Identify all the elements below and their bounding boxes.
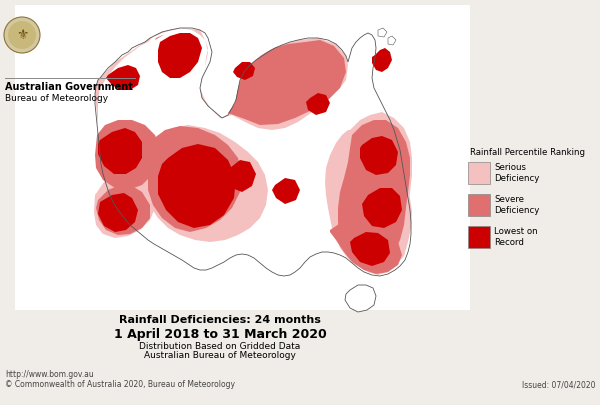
Polygon shape bbox=[362, 188, 402, 228]
Text: Australian Government: Australian Government bbox=[5, 82, 133, 92]
FancyBboxPatch shape bbox=[468, 162, 490, 184]
Polygon shape bbox=[226, 160, 256, 192]
Text: Rainfall Deficiencies: 24 months: Rainfall Deficiencies: 24 months bbox=[119, 315, 321, 325]
Text: Bureau of Meteorology: Bureau of Meteorology bbox=[5, 94, 108, 103]
Text: http://www.bom.gov.au: http://www.bom.gov.au bbox=[5, 370, 94, 379]
Polygon shape bbox=[378, 28, 387, 37]
Text: Issued: 07/04/2020: Issued: 07/04/2020 bbox=[521, 380, 595, 389]
Polygon shape bbox=[95, 120, 160, 190]
Polygon shape bbox=[158, 144, 236, 228]
Polygon shape bbox=[106, 65, 140, 90]
Text: © Commonwealth of Australia 2020, Bureau of Meteorology: © Commonwealth of Australia 2020, Bureau… bbox=[5, 380, 235, 389]
Polygon shape bbox=[345, 285, 376, 312]
Polygon shape bbox=[272, 178, 300, 204]
Polygon shape bbox=[338, 120, 410, 268]
Text: ⚜: ⚜ bbox=[16, 28, 28, 42]
Polygon shape bbox=[94, 172, 155, 238]
Polygon shape bbox=[148, 126, 242, 232]
Polygon shape bbox=[354, 185, 412, 275]
Text: Distribution Based on Gridded Data: Distribution Based on Gridded Data bbox=[139, 342, 301, 351]
Polygon shape bbox=[158, 33, 202, 78]
Text: Australian Bureau of Meteorology: Australian Bureau of Meteorology bbox=[144, 351, 296, 360]
Polygon shape bbox=[98, 128, 142, 174]
Polygon shape bbox=[155, 30, 346, 125]
Text: Serious
Deficiency: Serious Deficiency bbox=[494, 163, 539, 183]
Polygon shape bbox=[98, 193, 138, 232]
Circle shape bbox=[4, 17, 40, 53]
Polygon shape bbox=[350, 232, 390, 266]
Polygon shape bbox=[15, 5, 470, 310]
Text: Severe
Deficiency: Severe Deficiency bbox=[494, 195, 539, 215]
Polygon shape bbox=[306, 93, 330, 115]
Polygon shape bbox=[372, 48, 392, 72]
Circle shape bbox=[8, 21, 36, 49]
Polygon shape bbox=[96, 185, 150, 235]
Polygon shape bbox=[142, 125, 268, 242]
Text: 1 April 2018 to 31 March 2020: 1 April 2018 to 31 March 2020 bbox=[113, 328, 326, 341]
Polygon shape bbox=[95, 28, 348, 130]
Text: Lowest on
Record: Lowest on Record bbox=[494, 227, 538, 247]
FancyBboxPatch shape bbox=[468, 226, 490, 248]
Polygon shape bbox=[233, 62, 255, 80]
FancyBboxPatch shape bbox=[468, 194, 490, 216]
Text: Rainfall Percentile Ranking: Rainfall Percentile Ranking bbox=[470, 148, 586, 157]
Polygon shape bbox=[325, 112, 412, 272]
Polygon shape bbox=[360, 136, 398, 175]
Polygon shape bbox=[330, 218, 402, 274]
Polygon shape bbox=[388, 36, 396, 45]
